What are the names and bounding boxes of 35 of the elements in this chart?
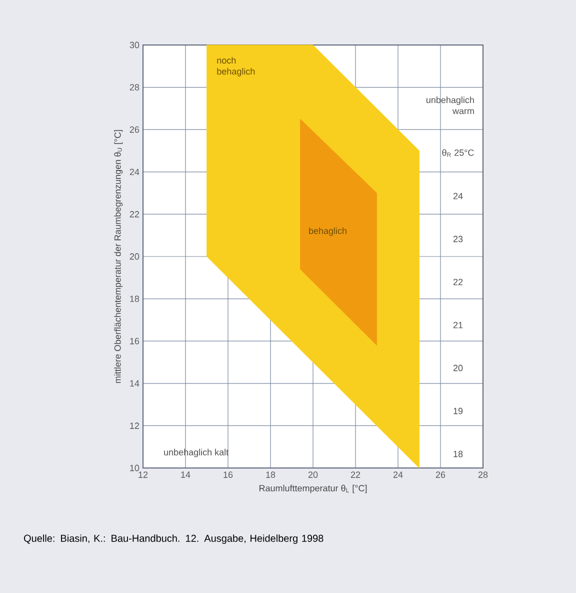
annotation: 21	[453, 322, 463, 328]
x-axis-title: Raumlufttemperatur θ$_{L}$ [°C]	[260, 484, 367, 494]
y-axis-title: mittlere Oberflächentemperatur der Raumbegrenzungen θ$_{U}$ [°C]	[114, 130, 123, 383]
y-tick-label: 10	[130, 464, 140, 472]
y-tick-label: 24	[130, 168, 140, 176]
annotation: θ$_{R}$ 25°C	[442, 149, 474, 157]
y-tick-label: 28	[130, 84, 140, 90]
y-tick-label: 14	[130, 380, 140, 386]
x-tick-label: 26	[436, 472, 446, 478]
series-label: behaglich	[309, 227, 346, 236]
series-label: noch behaglich	[217, 56, 255, 76]
y-tick-label: 16	[130, 338, 140, 344]
x-tick-label: 16	[224, 472, 233, 478]
x-tick-label: 28	[478, 472, 488, 478]
x-tick-label: 18	[266, 472, 276, 478]
x-tick-label: 20	[308, 472, 318, 478]
annotation: 23	[453, 236, 463, 242]
annotation: 20	[453, 364, 463, 372]
annotation: 22	[453, 278, 463, 286]
y-tick-label: 30	[130, 42, 140, 48]
annotation: 19	[454, 408, 463, 414]
x-tick-label: 22	[350, 472, 360, 478]
annotation: unbehaglich warm	[426, 96, 474, 114]
y-tick-label: 22	[130, 211, 140, 218]
y-tick-label: 20	[130, 253, 140, 260]
annotation: unbehaglich kalt	[164, 448, 228, 458]
x-tick-label: 24	[393, 472, 403, 478]
x-tick-label: 14	[181, 472, 190, 478]
y-tick-label: 12	[130, 422, 140, 429]
y-tick-label: 18	[130, 296, 140, 302]
x-tick-label: 12	[138, 472, 148, 478]
source-note: Quelle: Biasin, K.: Bau-Handbuch. 12. Ausgabe, Heidelberg 1998	[24, 534, 324, 544]
annotation: 18	[454, 450, 463, 458]
annotation: 24	[453, 192, 463, 200]
y-tick-label: 26	[130, 126, 140, 133]
